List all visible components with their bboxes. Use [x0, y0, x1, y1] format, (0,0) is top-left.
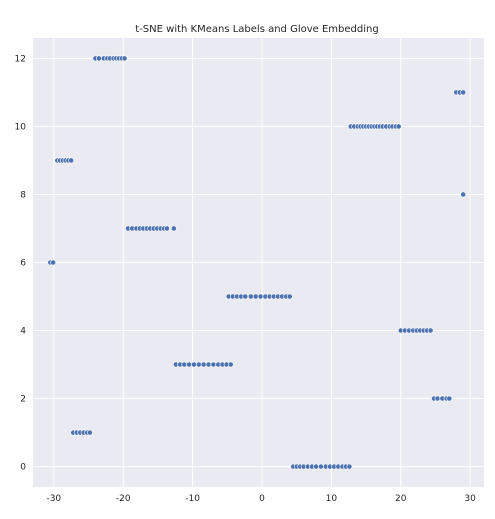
scatter-point: [257, 293, 264, 300]
scatter-point: [460, 191, 467, 198]
scatter-point: [195, 361, 202, 368]
y-tick-label: 12: [15, 54, 26, 64]
y-tick-label: 2: [20, 395, 26, 405]
scatter-point: [318, 463, 324, 470]
scatter-point: [313, 463, 319, 470]
x-tick-labels: -30 -20 -10 0 10 20 30: [46, 494, 476, 504]
scatter-point: [346, 463, 353, 470]
scatter-point: [286, 293, 293, 300]
x-tick-label: 30: [464, 494, 476, 504]
x-tick-label: 0: [259, 494, 265, 504]
scatter-point: [86, 429, 93, 436]
data-points: [47, 55, 467, 470]
scatter-point: [181, 361, 188, 368]
scatter-point: [200, 361, 207, 368]
y-tick-labels: 0 2 4 6 8 10 12: [15, 54, 27, 472]
y-tick-label: 8: [20, 190, 26, 200]
scatter-point: [170, 225, 177, 232]
y-tick-label: 0: [20, 463, 26, 473]
x-tick-label: -20: [116, 494, 131, 504]
scatter-point: [395, 123, 402, 130]
x-tick-label: -10: [185, 494, 200, 504]
scatter-point: [50, 259, 57, 266]
scatter-point: [121, 55, 128, 62]
scatter-point: [164, 225, 170, 232]
scatter-point: [96, 55, 102, 62]
scatter-point: [205, 361, 212, 368]
y-tick-label: 4: [20, 327, 26, 337]
y-tick-label: 6: [20, 259, 26, 269]
scatter-point: [242, 293, 249, 300]
scatter-point: [252, 293, 259, 300]
scatter-point: [191, 361, 197, 368]
y-tick-label: 10: [15, 122, 27, 132]
scatter-point: [227, 361, 234, 368]
scatter-point: [446, 395, 453, 402]
scatter-point: [210, 361, 217, 368]
chart-title: t-SNE with KMeans Labels and Glove Embed…: [135, 24, 378, 35]
scatter-point: [68, 157, 75, 164]
scatter-point: [247, 293, 254, 300]
scatter-point: [427, 327, 434, 334]
x-tick-label: 20: [395, 494, 407, 504]
scatter-point: [460, 89, 467, 96]
scatter-point: [186, 361, 193, 368]
x-tick-label: 10: [326, 494, 338, 504]
x-tick-label: -30: [46, 494, 61, 504]
scatter-point: [434, 395, 441, 402]
